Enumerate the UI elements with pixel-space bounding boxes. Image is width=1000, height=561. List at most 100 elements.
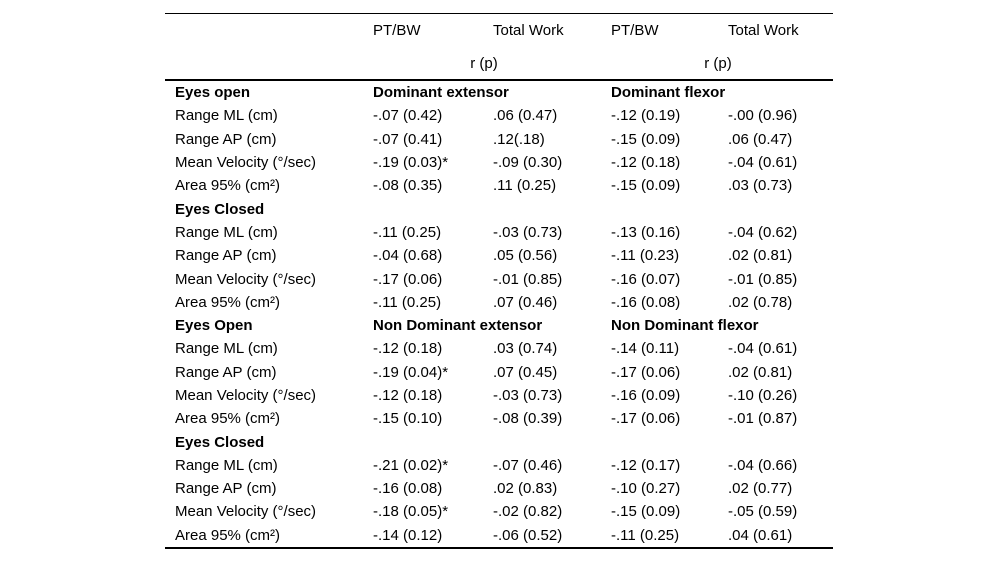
value-cell: .02 (0.77)	[728, 480, 793, 498]
row-label: Range ML (cm)	[175, 107, 278, 125]
value-cell: -.16 (0.08)	[373, 480, 443, 498]
row-label: Range ML (cm)	[175, 456, 278, 474]
data-row: Area 95% (cm²) -.08 (0.35) .11 (0.25) -.15 …	[165, 174, 833, 197]
data-row: Range ML (cm) -.12 (0.18) .03 (0.74) -.14 (…	[165, 337, 833, 360]
value-cell: -.11 (0.25)	[373, 223, 442, 241]
table-body: Eyes open Dominant extensor Dominant flexo…	[165, 80, 833, 548]
section-label: Eyes Open	[175, 317, 253, 335]
table-header: PT/BW Total Work PT/BW Total Work r (p) …	[165, 14, 833, 81]
row-label: Area 95% (cm²)	[175, 410, 281, 428]
value-cell: -.01 (0.87)	[728, 410, 798, 428]
value-cell: -.02 (0.82)	[493, 503, 563, 521]
value-cell: -.17 (0.06)	[611, 410, 681, 428]
value-cell: .02 (0.81)	[728, 363, 793, 381]
data-row: Area 95% (cm²) -.14 (0.12) -.06 (0.52) -.11…	[165, 524, 833, 548]
value-cell: -.21 (0.02)*	[373, 456, 449, 474]
section-row: Eyes open Dominant extensor Dominant flexo…	[165, 80, 833, 104]
column-header-ptbw-2: PT/BW	[611, 22, 659, 39]
value-cell: -.12 (0.18)	[373, 340, 443, 358]
column-header-totalwork-2: Total Work	[728, 22, 799, 39]
value-cell: .06 (0.47)	[493, 107, 558, 125]
value-cell: .02 (0.81)	[728, 247, 793, 265]
group-label-right: Dominant flexor	[611, 84, 726, 102]
row-label: Mean Velocity (°/sec)	[175, 387, 317, 404]
value-cell: -.08 (0.35)	[373, 177, 443, 195]
data-row: Mean Velocity (°/sec) -.19 (0.03)* -.09 (0…	[165, 151, 833, 174]
group-label-right	[603, 430, 833, 453]
row-label: Area 95% (cm²)	[175, 293, 281, 311]
column-header-row: PT/BW Total Work PT/BW Total Work	[165, 14, 833, 48]
value-cell: .03 (0.73)	[728, 177, 793, 195]
column-header-ptbw-1: PT/BW	[373, 22, 421, 39]
value-cell: .04 (0.61)	[728, 526, 793, 544]
section-label: Eyes Closed	[175, 433, 265, 451]
value-cell: -.15 (0.09)	[611, 130, 681, 148]
group-label-right: Non Dominant flexor	[611, 317, 759, 335]
column-header-totalwork-1: Total Work	[493, 22, 564, 39]
row-label: Mean Velocity (°/sec)	[175, 270, 317, 288]
group-label-left: Dominant extensor	[373, 84, 509, 102]
row-label: Range ML (cm)	[175, 223, 278, 241]
value-cell: -.06 (0.52)	[493, 526, 563, 544]
value-cell: -.16 (0.09)	[611, 387, 681, 404]
subheader-rp-right: r (p)	[603, 47, 833, 81]
data-row: Mean Velocity (°/sec) -.12 (0.18) -.03 (0.…	[165, 384, 833, 407]
data-row: Range AP (cm) -.04 (0.68) .05 (0.56) -.11 (…	[165, 244, 833, 267]
value-cell: -.12 (0.17)	[611, 456, 681, 474]
value-cell: .02 (0.83)	[493, 480, 558, 498]
data-row: Mean Velocity (°/sec) -.18 (0.05)* -.02 (0…	[165, 500, 833, 523]
section-label: Eyes Closed	[175, 200, 265, 218]
value-cell: -.10 (0.27)	[611, 480, 681, 498]
row-label: Range AP (cm)	[175, 130, 277, 148]
value-cell: -.11 (0.23)	[611, 247, 680, 265]
value-cell: .05 (0.56)	[493, 247, 558, 265]
data-row: Range AP (cm) -.19 (0.04)* .07 (0.45) -.17 …	[165, 361, 833, 384]
row-label: Range AP (cm)	[175, 363, 277, 381]
data-row: Range AP (cm) -.16 (0.08) .02 (0.83) -.10 (…	[165, 477, 833, 500]
value-cell: -.19 (0.04)*	[373, 363, 449, 381]
value-cell: -.15 (0.10)	[373, 410, 443, 428]
section-row: Eyes Open Non Dominant extensor Non Domina…	[165, 314, 833, 337]
value-cell: -.16 (0.08)	[611, 293, 681, 311]
value-cell: -.00 (0.96)	[728, 107, 798, 125]
correlation-table: PT/BW Total Work PT/BW Total Work r (p) …	[165, 13, 833, 549]
value-cell: -.07 (0.42)	[373, 107, 443, 125]
value-cell: -.07 (0.46)	[493, 456, 563, 474]
value-cell: -.03 (0.73)	[493, 223, 563, 241]
row-label: Range AP (cm)	[175, 480, 277, 498]
section-row: Eyes Closed	[165, 430, 833, 453]
value-cell: -.04 (0.61)	[728, 340, 798, 358]
row-label: Range ML (cm)	[175, 340, 278, 358]
subheader-rp-left: r (p)	[365, 47, 603, 81]
value-cell: -.01 (0.85)	[493, 270, 563, 288]
data-row: Range AP (cm) -.07 (0.41) .12(.18) -.15 (0.…	[165, 128, 833, 151]
group-label-left	[365, 197, 603, 220]
data-row: Range ML (cm) -.11 (0.25) -.03 (0.73) -.13 …	[165, 221, 833, 244]
data-row: Mean Velocity (°/sec) -.17 (0.06) -.01 (0.…	[165, 267, 833, 290]
value-cell: -.10 (0.26)	[728, 387, 798, 404]
row-label: Mean Velocity (°/sec)	[175, 503, 317, 521]
row-label: Mean Velocity (°/sec)	[175, 154, 317, 172]
value-cell: -.12 (0.18)	[373, 387, 443, 404]
group-label-left	[365, 430, 603, 453]
value-cell: -.08 (0.39)	[493, 410, 563, 428]
value-cell: -.15 (0.09)	[611, 177, 681, 195]
value-cell: -.04 (0.61)	[728, 154, 798, 172]
value-cell: -.13 (0.16)	[611, 223, 681, 241]
section-label: Eyes open	[175, 84, 251, 102]
data-row: Range ML (cm) -.07 (0.42) .06 (0.47) -.12 (…	[165, 104, 833, 127]
value-cell: -.17 (0.06)	[611, 363, 681, 381]
value-cell: -.03 (0.73)	[493, 387, 563, 404]
row-label: Range AP (cm)	[175, 247, 277, 265]
value-cell: .06 (0.47)	[728, 130, 793, 148]
value-cell: -.17 (0.06)	[373, 270, 443, 288]
value-cell: -.14 (0.11)	[611, 340, 680, 358]
value-cell: .11 (0.25)	[493, 177, 557, 195]
value-cell: -.07 (0.41)	[373, 130, 443, 148]
value-cell: -.19 (0.03)*	[373, 154, 449, 172]
value-cell: -.11 (0.25)	[373, 293, 442, 311]
value-cell: .02 (0.78)	[728, 293, 793, 311]
data-row: Area 95% (cm²) -.11 (0.25) .07 (0.46) -.16 …	[165, 291, 833, 314]
value-cell: -.12 (0.18)	[611, 154, 681, 172]
value-cell: -.04 (0.66)	[728, 456, 798, 474]
